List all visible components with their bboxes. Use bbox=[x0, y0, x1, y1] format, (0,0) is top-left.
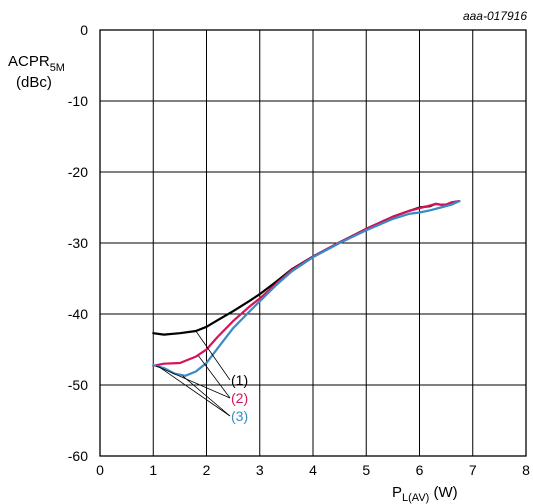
leader-line-2 bbox=[198, 355, 231, 399]
y-axis-label-subscript: 5M bbox=[50, 62, 65, 74]
callout-label-1: (1) bbox=[231, 372, 248, 388]
grid bbox=[99, 29, 527, 457]
callout-label-2: (2) bbox=[231, 390, 248, 406]
y-tick-label: -60 bbox=[68, 448, 88, 464]
x-axis-label-subscript: L(AV) bbox=[402, 492, 429, 504]
y-tick-label: -30 bbox=[68, 235, 88, 251]
callout-labels: (1) (2) (3) bbox=[231, 372, 248, 424]
leader-line-3 bbox=[158, 366, 231, 417]
x-tick-label: 2 bbox=[203, 462, 211, 478]
y-axis-label: ACPR5M bbox=[8, 53, 65, 74]
series-lines bbox=[152, 200, 461, 377]
series-line-2 bbox=[152, 200, 461, 367]
x-tick-labels: 0 1 2 3 4 5 6 7 8 bbox=[96, 462, 530, 478]
y-tick-label: -10 bbox=[68, 93, 88, 109]
y-tick-label: -20 bbox=[68, 164, 88, 180]
x-tick-label: 8 bbox=[522, 462, 530, 478]
leader-line-2 bbox=[155, 365, 231, 399]
y-tick-label: 0 bbox=[80, 22, 88, 38]
y-axis-unit: (dBc) bbox=[16, 74, 52, 91]
x-tick-label: 5 bbox=[362, 462, 370, 478]
y-axis-label-main: ACPR bbox=[8, 53, 50, 70]
y-tick-label: -40 bbox=[68, 306, 88, 322]
x-axis-label-unit: (W) bbox=[429, 484, 457, 501]
x-tick-label: 7 bbox=[469, 462, 477, 478]
leader-line-1 bbox=[195, 330, 231, 381]
plot-frame bbox=[99, 29, 527, 457]
x-tick-label: 6 bbox=[416, 462, 424, 478]
y-tick-labels: 0 -10 -20 -30 -40 -50 -60 bbox=[68, 22, 88, 464]
figure-reference: aaa-017916 bbox=[463, 9, 527, 23]
series-line-1 bbox=[152, 200, 461, 336]
leader-line-3 bbox=[182, 375, 231, 417]
callout-leader-lines bbox=[155, 330, 231, 417]
x-tick-label: 3 bbox=[256, 462, 264, 478]
callout-label-3: (3) bbox=[231, 408, 248, 424]
x-tick-label: 0 bbox=[96, 462, 104, 478]
series-line-3 bbox=[152, 200, 461, 377]
plot-border bbox=[99, 29, 527, 457]
x-axis-label: PL(AV) (W) bbox=[392, 484, 458, 504]
x-tick-label: 4 bbox=[309, 462, 317, 478]
y-tick-label: -50 bbox=[68, 377, 88, 393]
x-axis-label-main: P bbox=[392, 484, 402, 501]
x-tick-label: 1 bbox=[149, 462, 157, 478]
